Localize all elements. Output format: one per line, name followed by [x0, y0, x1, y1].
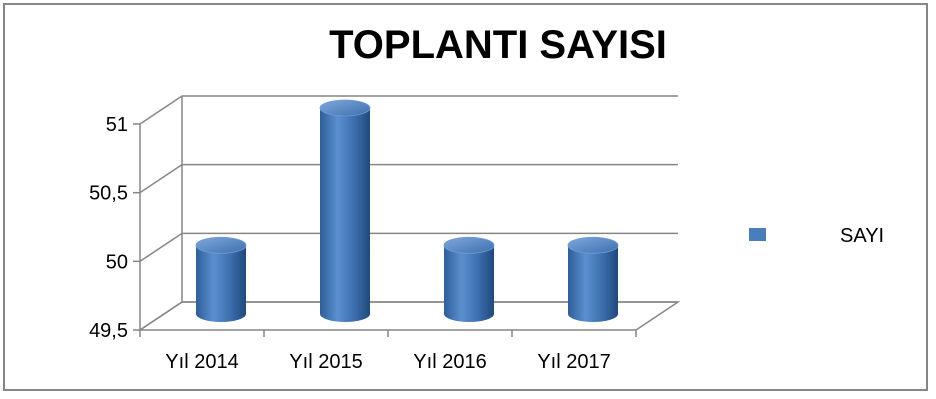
- x-axis-ticks: Yıl 2014 Yıl 2015 Yıl 2016 Yıl 2017: [165, 351, 610, 373]
- bar-body: [444, 245, 494, 322]
- chart-frame: [3, 3, 928, 391]
- bar-body: [568, 245, 618, 322]
- x-tick-label: Yıl 2017: [537, 351, 610, 373]
- x-tick-label: Yıl 2016: [413, 351, 486, 373]
- y-tick-label: 49,5: [89, 320, 128, 342]
- bar: [443, 236, 495, 322]
- y-tick-label: 50,5: [89, 183, 128, 205]
- bar-top: [195, 236, 247, 254]
- chart-grid: [133, 95, 681, 337]
- y-tick-label: 51: [106, 114, 128, 136]
- x-tick-label: Yıl 2015: [289, 351, 362, 373]
- legend-label: SAYI: [840, 225, 884, 247]
- bar-top: [443, 236, 495, 254]
- bar-top: [567, 236, 619, 254]
- chart-title: TOPLANTI SAYISI: [329, 23, 667, 67]
- gridline-diagonal: [139, 164, 183, 194]
- x-tick-label: Yıl 2014: [165, 351, 238, 373]
- gridline-diagonal: [139, 95, 183, 125]
- y-axis-ticks: 49,5 50 50,5 51: [89, 114, 128, 342]
- chart-floor: [137, 301, 681, 331]
- y-tick-label: 50: [106, 251, 128, 273]
- legend: SAYI: [749, 225, 884, 247]
- bar-body: [320, 108, 370, 322]
- bar: [319, 99, 371, 322]
- gridline-diagonal: [139, 232, 183, 262]
- bar: [195, 236, 247, 322]
- bar-body: [196, 245, 246, 322]
- legend-swatch: [749, 228, 766, 241]
- bar-top: [319, 99, 371, 117]
- bar: [567, 236, 619, 322]
- bars: [195, 99, 619, 322]
